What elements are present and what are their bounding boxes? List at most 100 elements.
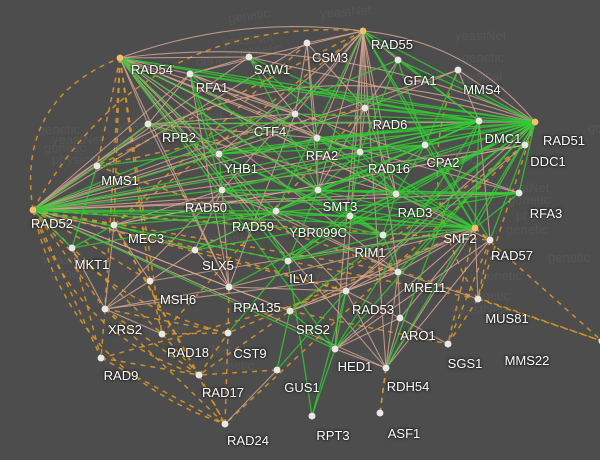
- edge-physical: [364, 59, 399, 109]
- graph-node-ddc1[interactable]: [521, 141, 529, 149]
- node-label-mus81: MUS81: [485, 311, 529, 326]
- edge-physical: [189, 30, 364, 75]
- edge-genetic: [119, 57, 163, 335]
- edge-coexpression: [248, 56, 361, 153]
- graph-node-rad59[interactable]: [272, 207, 280, 215]
- edge-coexpression: [287, 215, 351, 262]
- edge-coexpression: [334, 120, 480, 350]
- graph-node-ilv1[interactable]: [284, 257, 292, 265]
- graph-node-gus1[interactable]: [273, 366, 281, 374]
- edge-coexpression: [189, 73, 536, 123]
- graph-node-mus81[interactable]: [474, 295, 482, 303]
- graph-node-snf2[interactable]: [471, 224, 479, 232]
- edge-coexpression: [424, 144, 476, 229]
- graph-node-mms1[interactable]: [93, 162, 101, 170]
- graph-node-slx5[interactable]: [191, 246, 199, 254]
- edge-physical: [119, 26, 364, 59]
- edge-genetic: [477, 121, 536, 300]
- graph-node-rad18[interactable]: [158, 330, 166, 338]
- node-label-mre11: MRE11: [403, 280, 447, 295]
- edge-coexpression: [364, 107, 480, 122]
- graph-node-rad24[interactable]: [221, 420, 229, 428]
- edge-physical: [399, 317, 449, 345]
- edge-coexpression: [385, 121, 536, 369]
- graph-node-sgs1[interactable]: [444, 340, 452, 348]
- edge-coexpression: [32, 209, 351, 217]
- edge-genetic: [32, 209, 229, 334]
- graph-node-rad3[interactable]: [392, 190, 400, 198]
- graph-node-xrs2[interactable]: [101, 305, 109, 313]
- graph-node-rfa1[interactable]: [186, 70, 194, 78]
- edge-coexpression: [96, 123, 149, 167]
- graph-node-mre11[interactable]: [394, 268, 402, 276]
- edge-physical: [397, 271, 479, 300]
- graph-node-rad9[interactable]: [97, 354, 105, 362]
- graph-node-srs2[interactable]: [286, 307, 294, 315]
- graph-node-rpt3[interactable]: [308, 412, 316, 420]
- edge-coexpression: [287, 260, 313, 417]
- edge-genetic: [104, 308, 226, 425]
- node-label-cst9: CST9: [233, 346, 267, 361]
- edge-coexpression: [275, 121, 536, 212]
- graph-node-aro1[interactable]: [396, 314, 404, 322]
- graph-node-mkt1[interactable]: [68, 244, 76, 252]
- graph-node-csm3[interactable]: [303, 39, 311, 47]
- graph-node-asf1[interactable]: [376, 409, 384, 417]
- graph-node-rpb2[interactable]: [144, 120, 152, 128]
- graph-node-mms22[interactable]: [598, 337, 600, 345]
- node-label-rad51: RAD51: [543, 133, 585, 148]
- graph-node-ctf4[interactable]: [291, 110, 299, 118]
- edge-coexpression: [218, 153, 384, 236]
- edge-physical: [334, 227, 476, 350]
- edge-physical: [71, 247, 106, 310]
- graph-node-rfa2[interactable]: [313, 134, 321, 142]
- graph-node-saw1[interactable]: [245, 53, 253, 61]
- graph-node-rad16[interactable]: [356, 148, 364, 156]
- graph-node-rfa3[interactable]: [515, 189, 523, 197]
- graph-node-rad51[interactable]: [531, 118, 539, 126]
- graph-node-ybr099c[interactable]: [346, 212, 354, 220]
- node-label-rfa2: RFA2: [305, 148, 339, 163]
- edge-genetic: [100, 357, 226, 425]
- graph-node-smt3[interactable]: [314, 186, 322, 194]
- edge-coexpression: [316, 137, 361, 153]
- edge-physical: [362, 30, 387, 369]
- graph-node-rad55[interactable]: [359, 27, 367, 35]
- edge-genetic: [477, 239, 491, 300]
- edge-coexpression: [119, 57, 277, 212]
- edge-coexpression: [119, 57, 480, 122]
- graph-node-rad52[interactable]: [29, 206, 37, 214]
- graph-node-dmc1[interactable]: [475, 117, 483, 125]
- edge-physical: [32, 189, 319, 211]
- edge-genetic: [477, 298, 600, 342]
- edge-physical: [334, 348, 387, 369]
- graph-node-rim1[interactable]: [379, 231, 387, 239]
- graph-node-rad50[interactable]: [218, 186, 226, 194]
- graph-node-gfa1[interactable]: [394, 56, 402, 64]
- edge-physical: [104, 280, 151, 310]
- graph-node-msh6[interactable]: [146, 277, 154, 285]
- node-label-rpa135: RPA135: [233, 300, 281, 315]
- graph-node-rad53[interactable]: [342, 287, 350, 295]
- node-label-rad9: RAD9: [103, 368, 139, 383]
- node-label-rfa1: RFA1: [195, 80, 229, 95]
- edge-physical: [104, 224, 115, 310]
- node-label-rad18: RAD18: [167, 345, 209, 360]
- node-label-rad57: RAD57: [491, 248, 533, 263]
- graph-node-mec3[interactable]: [110, 221, 118, 229]
- graph-node-mms4[interactable]: [454, 66, 462, 74]
- edge-physical: [189, 56, 250, 75]
- edge-genetic: [32, 29, 364, 211]
- edge-coexpression: [248, 56, 366, 109]
- graph-node-rad6[interactable]: [361, 104, 369, 112]
- graph-node-hed1[interactable]: [331, 345, 339, 353]
- graph-node-rdh54[interactable]: [382, 364, 390, 372]
- graph-node-rad57[interactable]: [486, 236, 494, 244]
- graph-node-cpa2[interactable]: [421, 141, 429, 149]
- graph-node-cst9[interactable]: [224, 329, 232, 337]
- graph-node-rad17[interactable]: [195, 371, 203, 379]
- graph-node-rad54[interactable]: [116, 54, 124, 62]
- graph-node-rpa135[interactable]: [225, 283, 233, 291]
- graph-node-yhb1[interactable]: [215, 150, 223, 158]
